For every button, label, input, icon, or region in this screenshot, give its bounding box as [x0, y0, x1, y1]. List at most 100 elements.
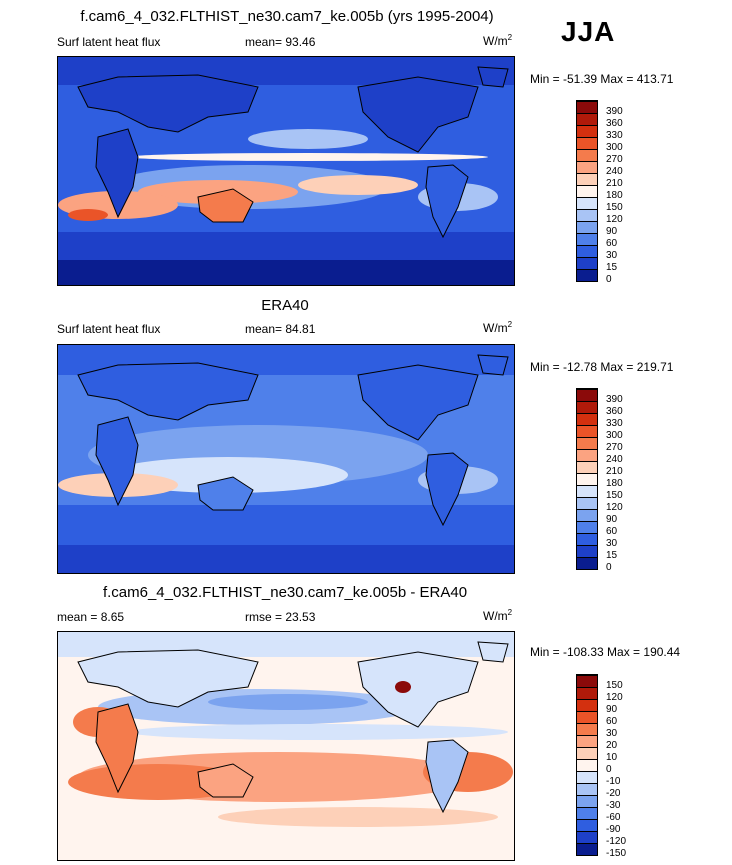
cbar1-bin-12: [577, 245, 597, 257]
cbar3-bin-5: [577, 735, 597, 747]
cbar1-label-11: 60: [606, 238, 618, 249]
panel1-mean-label: mean= 93.46: [245, 35, 316, 49]
panel3-title: f.cam6_4_032.FLTHIST_ne30.cam7_ke.005b -…: [102, 584, 468, 601]
cbar3-label-13: -120: [606, 836, 627, 847]
cbar3-bin-9: [577, 783, 597, 795]
cbar3-bin-14: [577, 843, 597, 855]
cbar2-bin-2: [577, 413, 597, 425]
cbar2-label-6: 210: [606, 466, 623, 477]
cbar1-label-1: 360: [606, 118, 623, 129]
panel2-map: [57, 344, 515, 574]
cbar2-label-3: 300: [606, 430, 623, 441]
cbar1-label-4: 270: [606, 154, 623, 165]
panel3-map-field: [58, 632, 514, 860]
cbar1-bin-10: [577, 221, 597, 233]
cbar2-bin-9: [577, 497, 597, 509]
season-label: JJA: [561, 16, 616, 47]
cbar2-label-2: 330: [606, 418, 623, 429]
cbar3-bin-13: [577, 831, 597, 843]
cbar2-bin-7: [577, 473, 597, 485]
cbar3-label-6: 10: [606, 752, 618, 763]
cbar1-bin-0: [577, 101, 597, 113]
cbar3-label-5: 20: [606, 740, 618, 751]
cbar2-bin-14: [577, 557, 597, 569]
cbar1-bin-6: [577, 173, 597, 185]
cbar2-label-10: 90: [606, 514, 618, 525]
panel3-map: [57, 631, 515, 861]
panel3-rmse-label: rmse = 23.53: [245, 610, 316, 624]
panel2-colorbar: [576, 388, 598, 570]
cbar3-label-10: -30: [606, 800, 621, 811]
cbar2-bin-10: [577, 509, 597, 521]
panel2-map-field: [58, 345, 514, 573]
cbar3-bin-0: [577, 675, 597, 687]
cbar3-label-14: -150: [606, 848, 627, 859]
cbar3-bin-4: [577, 723, 597, 735]
cbar2-bin-0: [577, 389, 597, 401]
cbar2-bin-4: [577, 437, 597, 449]
cbar3-label-11: -60: [606, 812, 621, 823]
cbar2-label-11: 60: [606, 526, 618, 537]
cbar3-label-12: -90: [606, 824, 621, 835]
cbar2-label-13: 15: [606, 550, 618, 561]
cbar2-bin-3: [577, 425, 597, 437]
cbar3-bin-2: [577, 699, 597, 711]
cbar3-label-1: 120: [606, 692, 623, 703]
panel2-variable-label: Surf latent heat flux: [57, 322, 161, 336]
cbar3-label-7: 0: [606, 764, 612, 775]
cbar3-label-4: 30: [606, 728, 618, 739]
cbar2-label-8: 150: [606, 490, 623, 501]
cbar3-bin-12: [577, 819, 597, 831]
panel2-minmax: Min = -12.78 Max = 219.71: [530, 360, 674, 374]
cbar1-bin-13: [577, 257, 597, 269]
cbar1-bin-3: [577, 137, 597, 149]
cbar2-label-0: 390: [606, 394, 623, 405]
cbar2-label-1: 360: [606, 406, 623, 417]
cbar1-label-0: 390: [606, 106, 623, 117]
panel1-map-field: [58, 57, 514, 285]
panel2-mean-label: mean= 84.81: [245, 322, 316, 336]
cbar3-label-2: 90: [606, 704, 618, 715]
panel2-title: ERA40: [261, 297, 309, 314]
cbar3-bin-7: [577, 759, 597, 771]
cbar2-bin-13: [577, 545, 597, 557]
cbar2-label-9: 120: [606, 502, 623, 513]
panel3-colorbar: [576, 674, 598, 856]
panel3-units: W/m2: [483, 608, 513, 623]
cbar1-bin-7: [577, 185, 597, 197]
cbar2-bin-6: [577, 461, 597, 473]
cbar1-bin-9: [577, 209, 597, 221]
panel1-map: [57, 56, 515, 286]
cbar3-label-0: 150: [606, 680, 623, 691]
panel1-units: W/m2: [483, 33, 513, 48]
cbar3-label-9: -20: [606, 788, 621, 799]
cbar2-bin-8: [577, 485, 597, 497]
cbar1-label-6: 210: [606, 178, 623, 189]
cbar1-bin-8: [577, 197, 597, 209]
cbar2-label-12: 30: [606, 538, 618, 549]
panel3-mean-label: mean = 8.65: [57, 610, 125, 624]
cbar1-label-5: 240: [606, 166, 623, 177]
cbar1-bin-5: [577, 161, 597, 173]
cbar1-label-13: 15: [606, 262, 618, 273]
cbar2-bin-1: [577, 401, 597, 413]
cbar2-label-4: 270: [606, 442, 623, 453]
cbar1-label-12: 30: [606, 250, 618, 261]
panel1-title: f.cam6_4_032.FLTHIST_ne30.cam7_ke.005b (…: [80, 8, 494, 25]
cbar1-label-8: 150: [606, 202, 623, 213]
cbar1-label-10: 90: [606, 226, 618, 237]
cbar1-bin-4: [577, 149, 597, 161]
cbar3-bin-3: [577, 711, 597, 723]
cbar1-bin-1: [577, 113, 597, 125]
cbar1-label-9: 120: [606, 214, 623, 225]
cbar1-label-14: 0: [606, 274, 612, 285]
cbar1-bin-14: [577, 269, 597, 281]
cbar3-bin-8: [577, 771, 597, 783]
panel2-units: W/m2: [483, 320, 513, 335]
cbar3-label-3: 60: [606, 716, 618, 727]
panel3-minmax: Min = -108.33 Max = 190.44: [530, 645, 681, 659]
cbar1-bin-11: [577, 233, 597, 245]
cbar2-bin-11: [577, 521, 597, 533]
cbar1-label-2: 330: [606, 130, 623, 141]
panel1-minmax: Min = -51.39 Max = 413.71: [530, 72, 674, 86]
